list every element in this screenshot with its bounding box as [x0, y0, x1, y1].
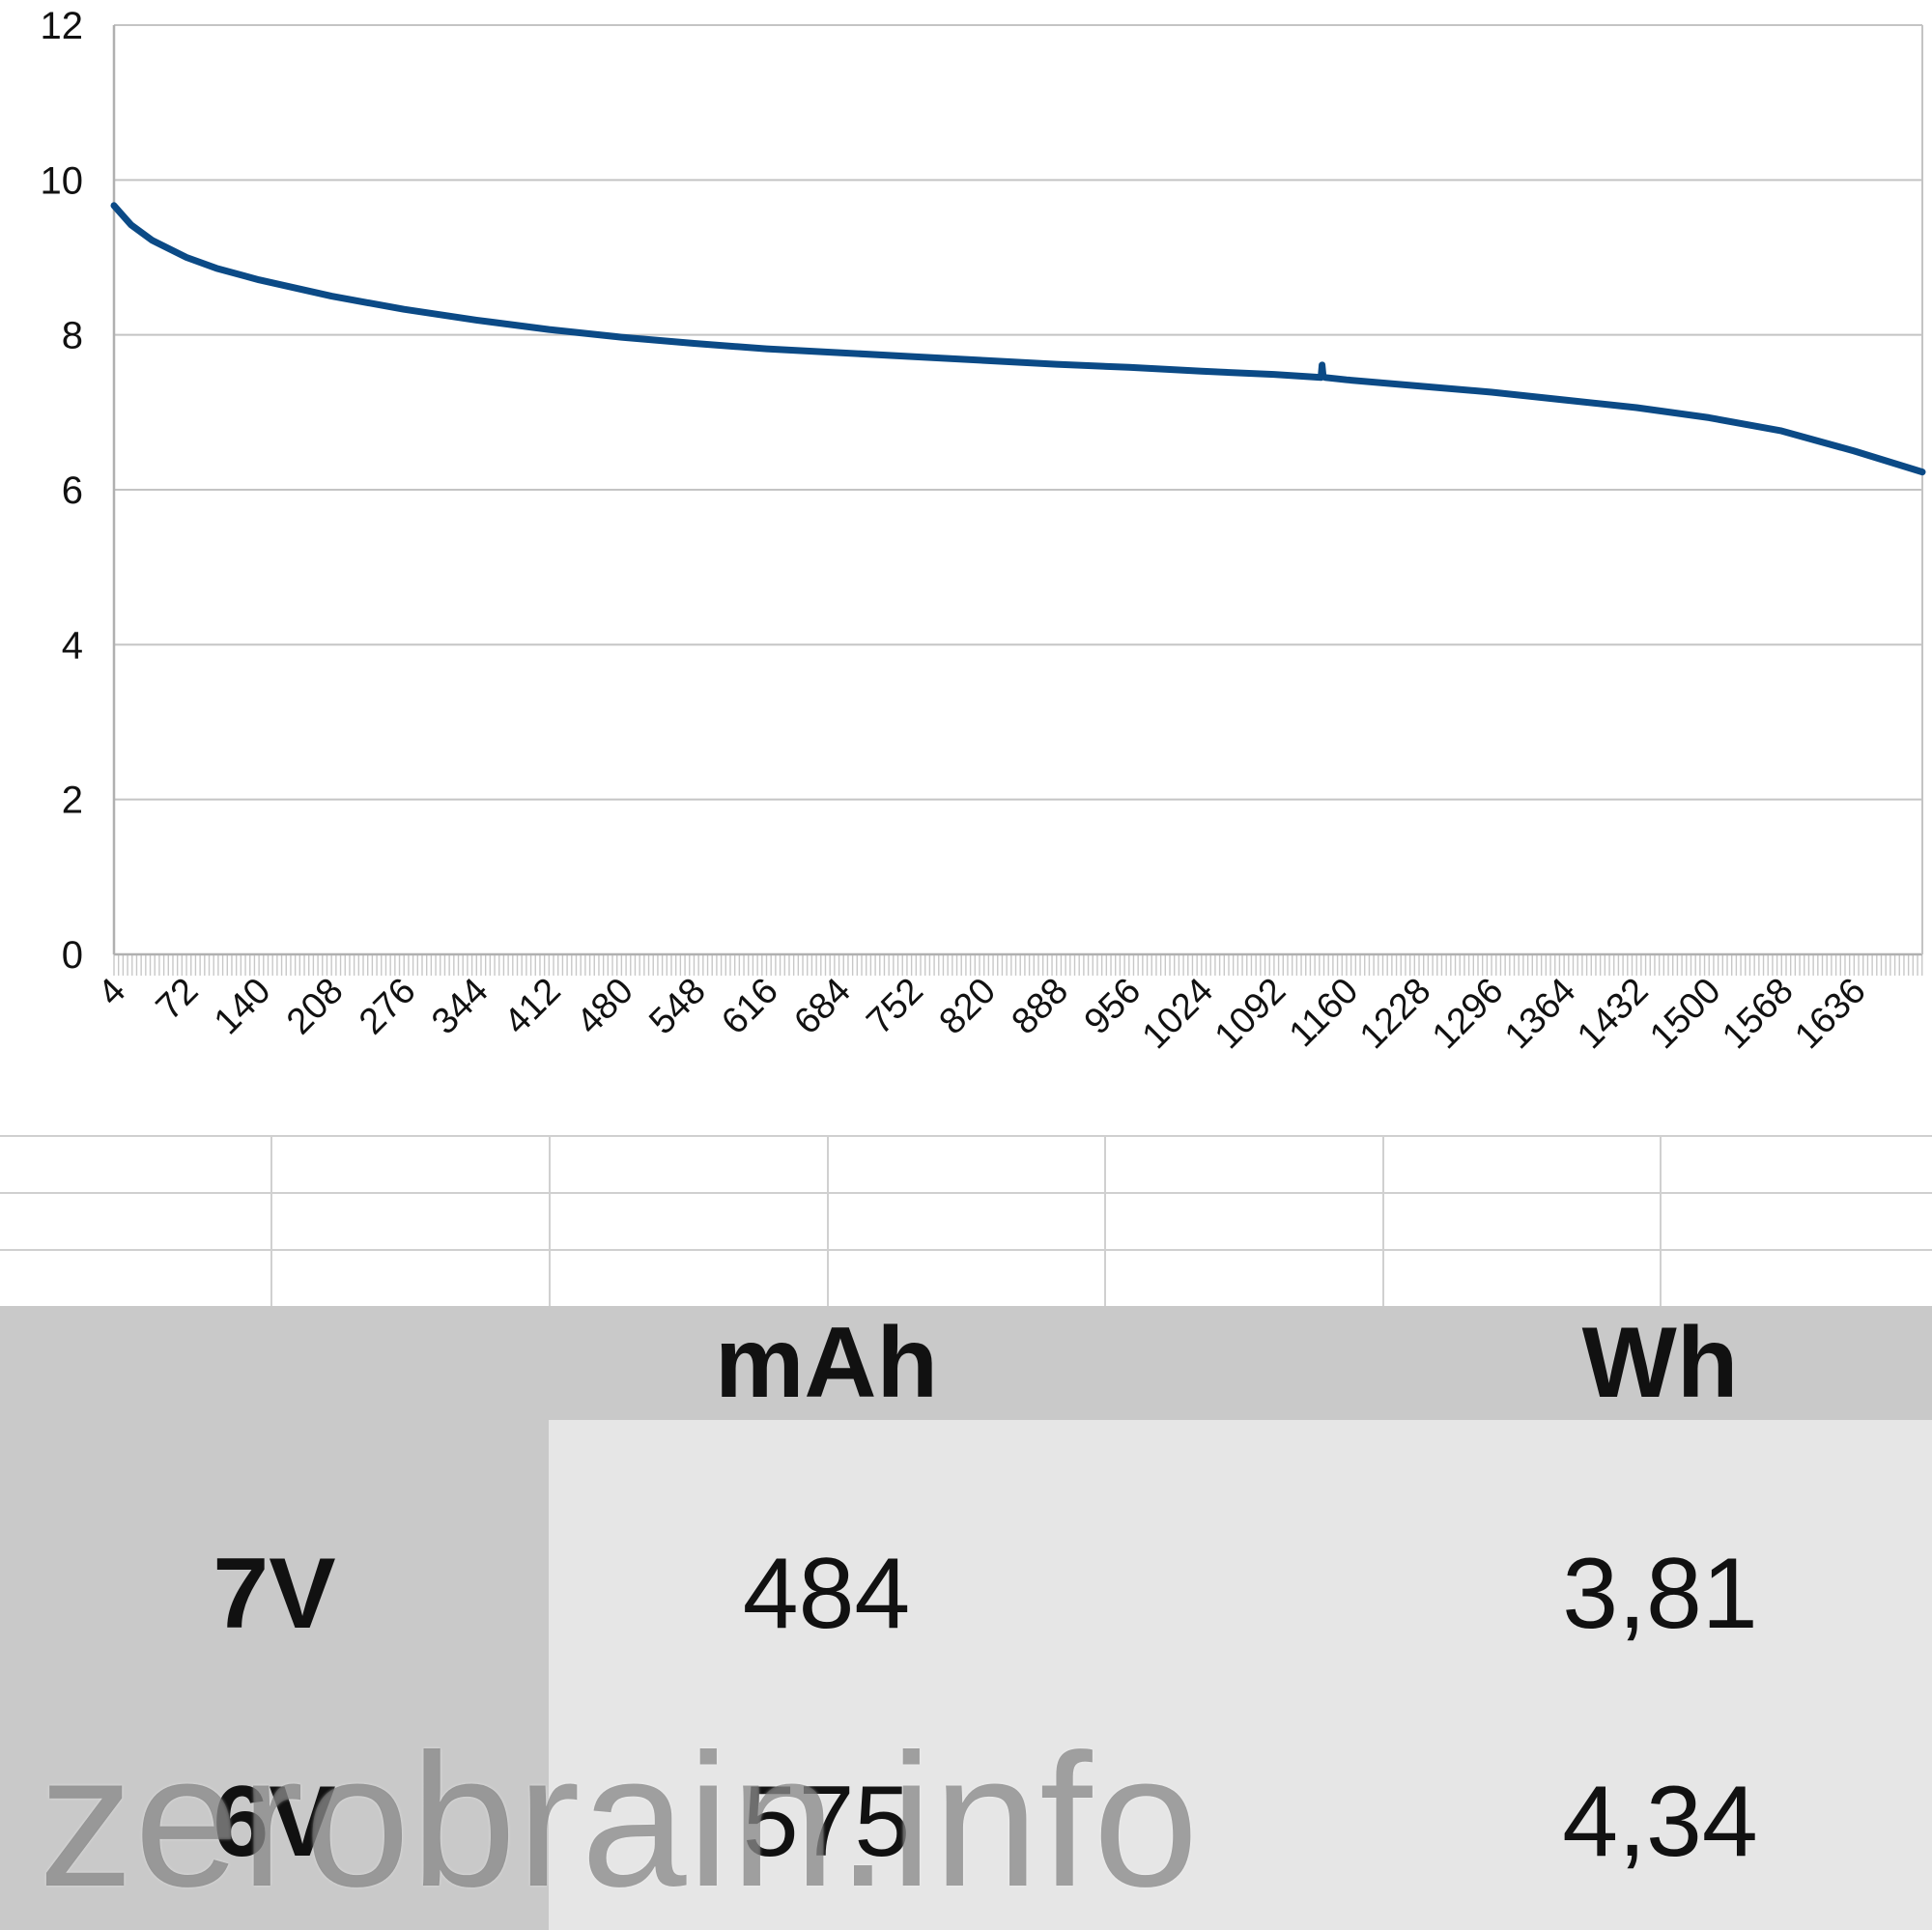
header-wh: Wh: [1581, 1306, 1739, 1419]
x-tick-label: 412: [497, 971, 569, 1043]
x-tick-label: 208: [279, 971, 352, 1043]
sheet-col-line: [549, 1135, 551, 1306]
x-tick-label: 480: [569, 971, 641, 1043]
spreadsheet-empty-rows: [0, 1135, 1932, 1306]
x-tick-label: 1568: [1715, 971, 1801, 1057]
x-tick-label: 1500: [1642, 971, 1728, 1057]
sheet-row-line: [0, 1135, 1932, 1137]
y-tick-label: 12: [41, 5, 84, 47]
x-tick-label: 888: [1005, 971, 1077, 1043]
sheet-col-line: [1382, 1135, 1384, 1306]
x-tick-label: 1296: [1425, 971, 1511, 1057]
x-tick-label: 1364: [1497, 971, 1583, 1057]
x-tick-label: 1432: [1570, 971, 1656, 1057]
sheet-col-line: [1104, 1135, 1106, 1306]
series-line: [110, 202, 1926, 476]
y-gridlines: [114, 24, 1922, 955]
row-label-7v: 7V: [213, 1537, 336, 1650]
y-tick-label: 10: [41, 159, 84, 202]
sheet-col-line: [1660, 1135, 1662, 1306]
x-tick-label: 1092: [1208, 971, 1293, 1057]
y-tick-label: 8: [62, 315, 83, 357]
y-tick-labels: 0 2 4 6 8 10 12: [41, 5, 84, 977]
x-tick-label: 4: [91, 971, 134, 1014]
x-tick-label: 1024: [1135, 971, 1221, 1057]
x-tick-label: 752: [859, 971, 931, 1043]
x-tick-label: 344: [424, 971, 497, 1043]
y-tick-label: 4: [62, 624, 83, 667]
capacity-table: mAh Wh 7V 484 3,81 6V 575 4,34: [0, 1306, 1932, 1930]
x-tick-label: 1228: [1352, 971, 1438, 1057]
x-tick-label: 72: [149, 971, 207, 1029]
x-tick-labels: 4 72 140 208 276 344 412 480 548 616 684 752 820 888 9…: [91, 971, 1874, 1057]
table-value-band: [549, 1420, 1932, 1930]
y-tick-label: 0: [62, 934, 83, 977]
table-header-band: [0, 1306, 1932, 1420]
cell-7v-mah: 484: [742, 1537, 911, 1650]
y-tick-label: 2: [62, 780, 83, 822]
x-minor-ticks: [113, 954, 1923, 976]
cell-6v-mah: 575: [742, 1765, 911, 1878]
sheet-row-line: [0, 1249, 1932, 1251]
table-label-band: [0, 1420, 549, 1930]
x-tick-label: 1160: [1282, 971, 1366, 1055]
watermark: zerobrain.info: [39, 1715, 1200, 1926]
x-tick-label: 548: [641, 971, 714, 1043]
row-label-6v: 6V: [213, 1765, 336, 1878]
x-tick-label: 140: [207, 971, 279, 1043]
voltage-chart: 0 2 4 6 8 10 12 4 72 140 208 276 344 412 480 548 616 684…: [41, 5, 1926, 1057]
y-tick-label: 6: [62, 469, 83, 512]
x-tick-label: 684: [786, 971, 859, 1043]
x-tick-label: 276: [352, 971, 424, 1043]
sheet-row-line: [0, 1192, 1932, 1194]
cell-6v-wh: 4,34: [1562, 1765, 1758, 1878]
sheet-col-line: [827, 1135, 829, 1306]
cell-7v-wh: 3,81: [1562, 1537, 1758, 1650]
x-tick-label: 820: [932, 971, 1005, 1043]
axes: [112, 25, 1923, 956]
x-tick-label: 1636: [1787, 971, 1873, 1057]
sheet-col-line: [270, 1135, 272, 1306]
series-layer: [110, 202, 1926, 476]
header-mah: mAh: [714, 1306, 939, 1419]
x-tick-label: 616: [714, 971, 786, 1043]
